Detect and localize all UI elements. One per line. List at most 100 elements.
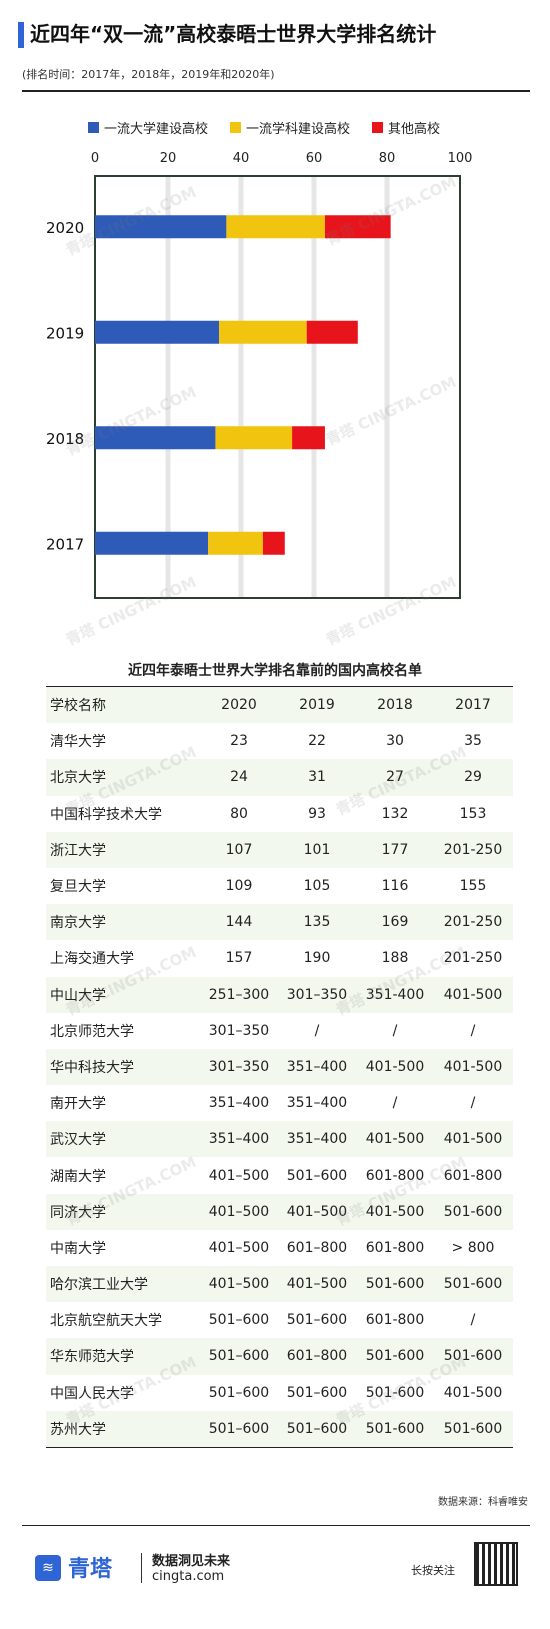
- table-row: 中国人民大学 501–600 501–600 501-600 401-500: [46, 1375, 513, 1411]
- header-divider: [22, 90, 530, 92]
- rank-cell: 169: [381, 914, 409, 931]
- school-name-cell: 苏州大学: [50, 1421, 106, 1438]
- school-name-cell: 武汉大学: [50, 1132, 106, 1149]
- x-tick-label: 100: [448, 151, 473, 166]
- school-name-cell: 清华大学: [50, 734, 106, 751]
- legend-label: 一流大学建设高校: [104, 122, 209, 137]
- rank-cell: 351–400: [208, 1131, 270, 1148]
- header-2017: 2017: [455, 697, 491, 714]
- plot-frame: [94, 175, 461, 599]
- rank-cell: 351–400: [286, 1095, 348, 1112]
- rank-cell: 190: [303, 950, 331, 967]
- rank-cell: 93: [308, 805, 326, 822]
- rank-cell: 401-500: [443, 1131, 503, 1148]
- rank-cell: 30: [386, 733, 404, 750]
- school-name-cell: 浙江大学: [50, 842, 106, 859]
- rank-cell: 153: [459, 805, 487, 822]
- header-2019: 2019: [299, 697, 335, 714]
- rank-cell: 401-500: [443, 1384, 503, 1401]
- rank-cell: 31: [308, 769, 326, 786]
- rank-cell: 351-400: [365, 986, 425, 1003]
- rank-cell: 601-800: [365, 1239, 425, 1256]
- bar-segment: [95, 531, 209, 555]
- table-header-row: 学校名称 2020 2019 2018 2017: [46, 687, 513, 724]
- table-row: 同济大学 401–500 401–500 401-500 501-600: [46, 1193, 513, 1230]
- school-name-cell: 同济大学: [50, 1204, 106, 1221]
- table-row: 华东师范大学 501–600 601–800 501-600 501-600: [46, 1338, 513, 1375]
- rank-cell: 251–300: [208, 986, 270, 1003]
- legend-item-first-class-discipline: 一流学科建设高校: [230, 118, 350, 137]
- header-2018: 2018: [377, 697, 413, 714]
- bar-segment: [95, 320, 220, 344]
- rank-cell: 401-500: [365, 1131, 425, 1148]
- rank-cell: 144: [225, 914, 253, 931]
- table-row: 湖南大学 401–500 501–600 601-800 601-800: [46, 1157, 513, 1193]
- rank-cell: 35: [464, 733, 482, 750]
- bar-segment: [219, 320, 307, 344]
- rank-cell: 401–500: [208, 1167, 270, 1184]
- rank-cell: 188: [381, 950, 409, 967]
- rank-cell: 23: [230, 733, 248, 750]
- rank-cell: 501-600: [443, 1348, 503, 1365]
- header-2020: 2020: [221, 697, 257, 714]
- chart-legend: 一流大学建设高校 一流学科建设高校 其他高校: [88, 118, 440, 137]
- rank-cell: 501–600: [286, 1312, 348, 1329]
- legend-item-first-class-university: 一流大学建设高校: [88, 118, 208, 137]
- table-row: 浙江大学 107 101 177 201-250: [46, 831, 513, 868]
- website-link[interactable]: cingta.com: [152, 1569, 225, 1584]
- page-subtitle: (排名时间：2017年，2018年，2019年和2020年): [22, 68, 275, 81]
- school-name-cell: 北京大学: [50, 770, 106, 787]
- rank-cell: 101: [303, 841, 331, 858]
- bar-segment: [226, 215, 325, 239]
- x-tick-label: 60: [306, 151, 323, 166]
- rank-cell: 177: [381, 841, 409, 858]
- rank-cell: 501-600: [365, 1348, 425, 1365]
- school-name-cell: 南京大学: [50, 915, 106, 932]
- table-row: 中南大学 401–500 601–800 601-800 > 800: [46, 1230, 513, 1266]
- school-name-cell: 中山大学: [50, 987, 106, 1004]
- rank-cell: 401–500: [208, 1203, 270, 1220]
- school-name-cell: 北京航空航天大学: [50, 1313, 162, 1330]
- table-row: 哈尔滨工业大学 401–500 401–500 501-600 501-600: [46, 1266, 513, 1303]
- x-tick-label: 0: [91, 151, 99, 166]
- rank-cell: 132: [381, 805, 409, 822]
- rank-cell: 105: [303, 878, 331, 895]
- table-row: 北京师范大学 301–350 / / /: [46, 1013, 513, 1049]
- school-name-cell: 中国科学技术大学: [50, 806, 162, 823]
- table-row: 苏州大学 501–600 501–600 501-600 501-600: [46, 1410, 513, 1447]
- rank-cell: 201-250: [443, 950, 503, 967]
- rank-cell: 109: [225, 878, 253, 895]
- rank-cell: 155: [459, 878, 487, 895]
- rank-cell: 107: [225, 841, 253, 858]
- rank-cell: 601-800: [443, 1167, 503, 1184]
- table-row: 清华大学 23 22 30 35: [46, 723, 513, 759]
- rank-cell: 27: [386, 769, 404, 786]
- footer-divider: [22, 1525, 530, 1526]
- table-body: 清华大学 23 22 30 35 北京大学 24 31 27 29 中国科学技术大学 80 93 132 1…: [46, 723, 513, 1447]
- rank-cell: > 800: [451, 1239, 495, 1256]
- rank-cell: 501–600: [286, 1167, 348, 1184]
- legend-label: 一流学科建设高校: [246, 122, 351, 137]
- rank-cell: 135: [303, 914, 331, 931]
- school-name-cell: 中国人民大学: [50, 1385, 134, 1402]
- title-accent-bar: [18, 22, 24, 48]
- rank-cell: 351–400: [208, 1095, 270, 1112]
- table-row: 上海交通大学 157 190 188 201-250: [46, 940, 513, 976]
- rank-cell: 301–350: [208, 1022, 270, 1039]
- follow-prompt: 长按关注: [411, 1564, 455, 1577]
- bar-segment: [208, 531, 263, 555]
- x-tick-label: 20: [160, 151, 177, 166]
- x-tick-label: 40: [233, 151, 250, 166]
- rank-cell: 501–600: [208, 1420, 270, 1437]
- rank-cell: 24: [230, 769, 248, 786]
- legend-swatch: [230, 122, 242, 133]
- rank-cell: 201-250: [443, 914, 503, 931]
- rank-cell: 501-600: [365, 1276, 425, 1293]
- page-title: 近四年“双一流”高校泰晤士世界大学排名统计: [30, 22, 437, 46]
- qr-code-icon[interactable]: [474, 1542, 518, 1586]
- rank-cell: /: [392, 1095, 398, 1112]
- category-label: 2019: [46, 324, 84, 342]
- rank-cell: 116: [381, 878, 409, 895]
- rank-cell: 501-600: [443, 1203, 503, 1220]
- table-row: 南开大学 351–400 351–400 / /: [46, 1085, 513, 1121]
